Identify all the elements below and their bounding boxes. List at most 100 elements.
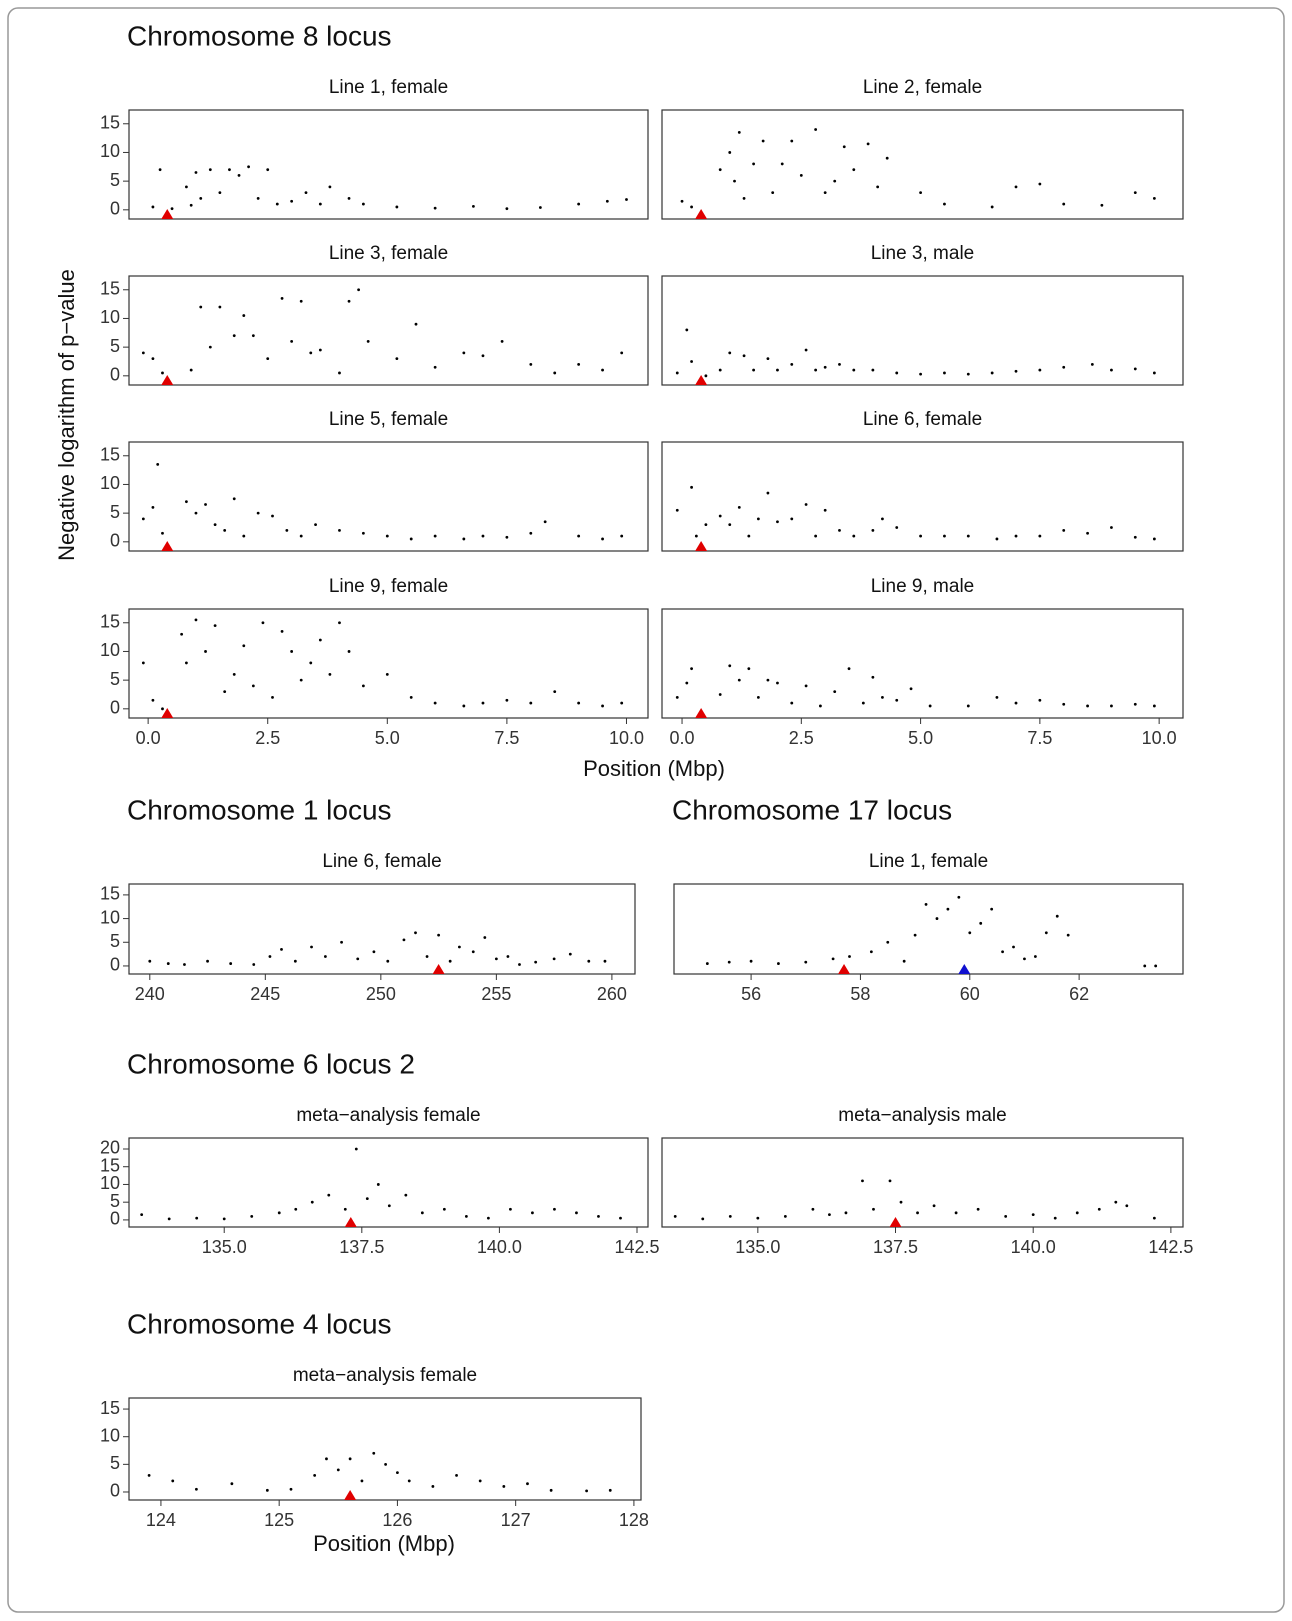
point — [481, 534, 485, 538]
panel-title: meta−analysis male — [838, 1105, 1006, 1126]
point — [361, 202, 365, 206]
point — [325, 1457, 328, 1461]
point — [309, 661, 313, 665]
point — [553, 371, 557, 375]
point — [1100, 203, 1104, 207]
point — [347, 650, 351, 653]
point — [336, 1468, 340, 1472]
point — [194, 1487, 198, 1491]
point — [1053, 1216, 1057, 1220]
point — [704, 374, 708, 378]
snp-marker — [695, 375, 708, 385]
point — [204, 503, 207, 506]
point — [1038, 698, 1042, 702]
point — [1014, 185, 1018, 189]
point — [223, 690, 227, 694]
point — [790, 362, 794, 366]
point — [318, 348, 322, 352]
point — [185, 185, 188, 189]
point — [916, 1211, 919, 1215]
x-tick-label: 135.0 — [202, 1237, 247, 1257]
point — [814, 128, 818, 131]
point — [1133, 535, 1137, 539]
y-tick-label: 5 — [110, 931, 120, 951]
point — [294, 1207, 298, 1211]
point — [685, 328, 689, 332]
point — [737, 506, 741, 509]
panel-title: Line 6, female — [863, 409, 982, 430]
point — [1014, 701, 1018, 705]
point — [957, 895, 961, 899]
point — [1038, 368, 1042, 372]
point — [811, 1207, 815, 1211]
x-tick-label: 126 — [382, 1510, 412, 1530]
x-tick-label: 255 — [481, 984, 511, 1004]
point — [472, 204, 475, 208]
point — [577, 362, 581, 366]
point — [486, 1216, 490, 1220]
point — [230, 1482, 234, 1486]
point — [852, 534, 856, 538]
y-tick-label: 0 — [110, 365, 120, 385]
point — [529, 531, 533, 535]
point — [1090, 362, 1094, 366]
plot-frame — [128, 275, 649, 386]
point — [620, 534, 624, 538]
x-tick-label: 142.5 — [614, 1237, 659, 1257]
point — [242, 314, 246, 317]
y-tick-label: 0 — [110, 955, 120, 975]
point — [299, 534, 303, 538]
snp-marker — [695, 708, 708, 718]
point — [232, 673, 236, 676]
point — [271, 695, 274, 699]
point — [701, 1217, 705, 1221]
y-tick-label: 10 — [100, 640, 120, 660]
point — [237, 174, 241, 177]
point — [299, 678, 303, 682]
plot-frame — [128, 109, 649, 220]
point — [387, 1204, 391, 1208]
point — [204, 650, 207, 653]
x-tick-label: 10.0 — [1142, 728, 1177, 748]
point — [876, 185, 880, 189]
point — [690, 667, 693, 671]
point — [899, 1200, 903, 1204]
point — [718, 514, 722, 518]
point — [529, 362, 533, 366]
panel-title: Line 1, female — [869, 851, 988, 872]
point — [603, 959, 607, 963]
point — [347, 196, 351, 200]
snp-marker — [344, 1217, 357, 1227]
point — [502, 1485, 506, 1488]
y-axis-label: Negative logarithm of p−value — [54, 269, 79, 561]
y-tick-label: 0 — [110, 1209, 120, 1229]
panel-title: Line 9, male — [871, 576, 975, 597]
y-tick-label: 10 — [100, 307, 120, 327]
point — [505, 207, 509, 211]
point — [189, 203, 193, 207]
point — [943, 371, 946, 375]
point — [505, 698, 509, 702]
point — [833, 179, 837, 183]
point — [1014, 534, 1018, 538]
point — [976, 1207, 980, 1211]
point — [831, 957, 835, 961]
x-tick-label: 5.0 — [375, 728, 400, 748]
y-tick-label: 15 — [100, 1398, 120, 1418]
point — [386, 959, 390, 963]
point — [328, 673, 332, 676]
section-title: Chromosome 8 locus — [127, 20, 392, 51]
point — [804, 503, 808, 506]
point — [277, 1211, 281, 1215]
plot-frame — [661, 441, 1184, 552]
point — [718, 693, 722, 696]
point — [694, 534, 698, 538]
y-tick-label: 0 — [110, 1481, 120, 1501]
point — [1038, 182, 1042, 186]
point — [869, 950, 873, 954]
panel-title: Line 3, female — [329, 243, 448, 264]
point — [852, 168, 856, 172]
point — [361, 684, 365, 688]
point — [1023, 957, 1026, 961]
point — [343, 1207, 347, 1211]
